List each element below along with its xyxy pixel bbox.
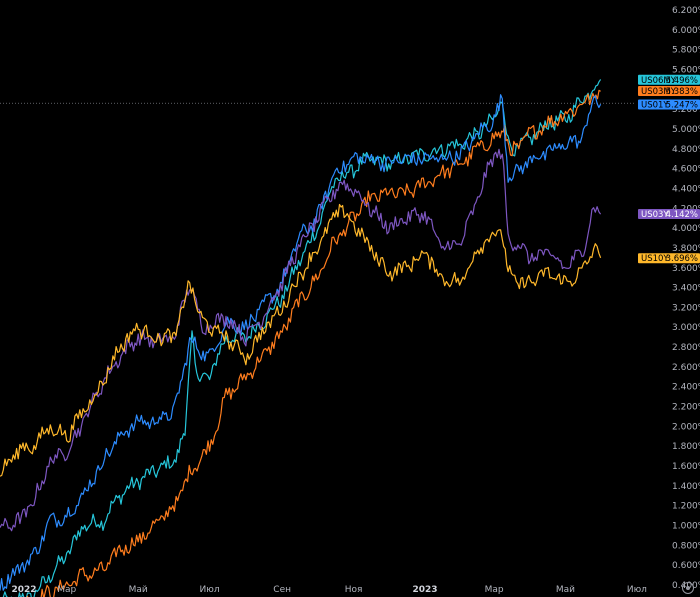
y-tick-label: 6.200% (672, 6, 700, 16)
series-value-label: 3.696% (666, 254, 698, 264)
series-name-label: US06MY (641, 76, 677, 86)
x-tick-label: Май (556, 585, 575, 595)
y-tick-label: 4.600% (672, 165, 700, 175)
y-tick-label: 5.600% (672, 65, 700, 75)
y-tick-label: 2.400% (672, 383, 700, 393)
series-line-us06my (2, 79, 602, 597)
series-name-label: US03MY (641, 87, 677, 97)
series-name-label: US01Y (641, 100, 669, 110)
series-line-us01y (0, 94, 602, 591)
x-tick-label: Мар (57, 585, 76, 595)
y-tick-label: 2.800% (672, 343, 700, 353)
y-tick-label: 2.600% (672, 363, 700, 373)
y-tick-label: 3.200% (672, 303, 700, 313)
x-tick-label: Ноя (345, 585, 363, 595)
y-tick-label: 4.400% (672, 184, 700, 194)
series-line-us03y (0, 148, 602, 532)
y-tick-label: 1.800% (672, 442, 700, 452)
series-value-label: 4.142% (666, 210, 698, 220)
y-tick-label: 5.200% (672, 105, 700, 115)
x-tick-label: Июл (627, 585, 647, 595)
y-tick-label: 4.000% (672, 224, 700, 234)
y-tick-label: 5.800% (672, 46, 700, 56)
y-tick-label: 4.800% (672, 145, 700, 155)
y-tick-label: 3.400% (672, 284, 700, 294)
series-line-us10y (0, 203, 602, 477)
y-tick-label: 3.600% (672, 264, 700, 274)
series-line-us03my (26, 89, 601, 597)
y-tick-label: 1.000% (672, 522, 700, 532)
series-value-label: 5.496% (666, 76, 698, 86)
series-value-label: 5.383% (666, 87, 698, 97)
y-tick-label: 1.600% (672, 462, 700, 472)
gear-icon[interactable] (682, 582, 694, 594)
y-tick-label: 6.000% (672, 26, 700, 36)
series-name-label: US10Y (641, 254, 669, 264)
x-tick-label: Май (129, 585, 148, 595)
x-tick-label: 2022 (11, 585, 36, 595)
y-tick-label: 3.800% (672, 244, 700, 254)
y-tick-label: 5.000% (672, 125, 700, 135)
x-tick-label: Мар (485, 585, 504, 595)
x-tick-label: Июл (200, 585, 220, 595)
x-axis[interactable]: 2022 Мар Май Июл Сен Ноя 2023 Мар Май Июл (11, 585, 646, 595)
y-tick-label: 1.200% (672, 502, 700, 512)
y-tick-label: 1.400% (672, 482, 700, 492)
y-tick-label: 3.000% (672, 323, 700, 333)
y-tick-label: 2.000% (672, 422, 700, 432)
series-name-label: US03Y (641, 210, 669, 220)
x-tick-label: Сен (273, 585, 291, 595)
y-tick-label: 2.200% (672, 403, 700, 413)
series-lines (0, 79, 602, 597)
y-tick-label: 0.800% (672, 541, 700, 551)
series-value-label: 5.247% (666, 100, 698, 110)
y-tick-label: 0.600% (672, 561, 700, 571)
x-tick-label: 2023 (412, 585, 437, 595)
